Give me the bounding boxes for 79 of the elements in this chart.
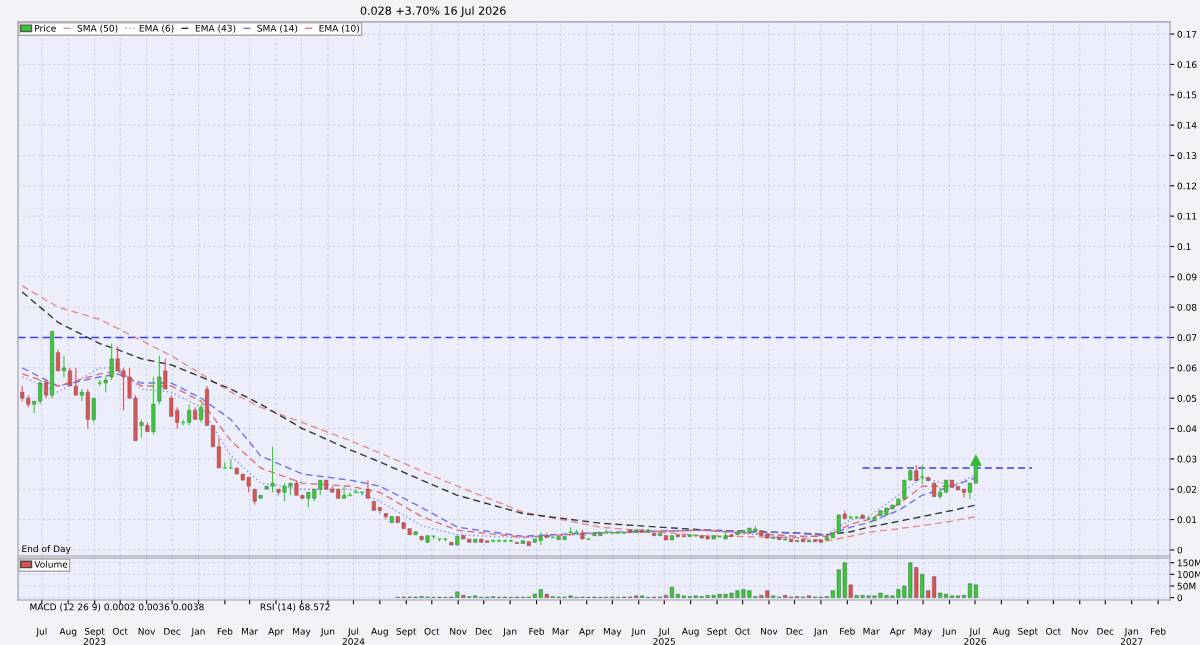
x-tick-label: Aug xyxy=(371,628,388,637)
y-tick-label: 50M xyxy=(1177,582,1196,590)
y-tick-label: 0.16 xyxy=(1177,61,1197,68)
y-tick-label: 0.12 xyxy=(1177,182,1197,190)
y-tick-label: 0.1 xyxy=(1177,243,1191,251)
legend-label: SMA (14) xyxy=(257,24,298,33)
x-tick-label: Sept xyxy=(1018,627,1038,637)
x-tick-label: Oct xyxy=(112,627,128,635)
y-tick-label: 0.09 xyxy=(1177,273,1197,281)
x-tick-label: Apr xyxy=(889,628,906,637)
x-tick-label: Jan xyxy=(502,628,517,637)
x-tick-label: Dec xyxy=(1097,628,1114,635)
x-tick-label: Sept 2023 xyxy=(83,627,106,645)
x-tick-label: Mar xyxy=(241,628,259,635)
x-tick-label: Nov xyxy=(1071,628,1089,635)
x-tick-label: Jun xyxy=(320,628,335,637)
x-tick-label: May xyxy=(603,628,622,637)
candlestick xyxy=(210,424,215,448)
x-tick-label: Sept xyxy=(396,627,417,637)
y-tick-label: 0.11 xyxy=(1177,212,1197,220)
legend-label: EMA (10) xyxy=(319,24,359,33)
y-tick-label: 0.13 xyxy=(1177,152,1197,159)
x-tick-label: Mar xyxy=(552,628,569,635)
x-tick-label: May xyxy=(914,628,933,637)
x-tick-label: May xyxy=(293,628,311,637)
y-tick-label: 0 xyxy=(1177,546,1183,554)
x-tick-label: Jun xyxy=(941,628,956,637)
x-tick-label: Oct xyxy=(1046,627,1061,635)
x-tick-label: Mar xyxy=(863,628,880,635)
y-tick-label: 0.15 xyxy=(1177,91,1197,99)
y-tick-label: 0.17 xyxy=(1177,30,1197,38)
x-tick-label: Aug xyxy=(681,628,699,637)
x-tick-label: Feb xyxy=(217,627,233,635)
x-tick-label: Oct xyxy=(735,627,751,635)
legend-label: Price xyxy=(35,24,56,32)
x-tick-label: Dec xyxy=(475,628,492,635)
x-tick-label: Jul xyxy=(35,627,47,637)
y-tick-label: 0.08 xyxy=(1177,303,1197,311)
x-tick-label: Feb xyxy=(840,627,855,635)
x-tick-label: Feb xyxy=(529,627,545,635)
y-tick-label: 0.14 xyxy=(1177,121,1197,129)
x-tick-label: Jul 2024 xyxy=(342,627,365,645)
chart-title: 0.028 +3.70% 16 Jul 2026 xyxy=(360,6,506,17)
legend-label: EMA (43) xyxy=(195,24,236,33)
candlestick xyxy=(216,437,221,469)
y-tick-label: 0.03 xyxy=(1177,455,1197,463)
x-tick-label: Dec xyxy=(164,628,181,635)
x-tick-label: Nov xyxy=(761,628,778,635)
x-tick-label: Dec xyxy=(786,628,803,635)
x-tick-label: Sept xyxy=(707,627,728,637)
legend-label: Volume xyxy=(34,560,68,568)
y-tick-label: 0.02 xyxy=(1177,485,1197,493)
x-tick-label: Apr xyxy=(579,628,595,637)
y-tick-label: 0.07 xyxy=(1177,334,1197,342)
candlestick xyxy=(365,479,370,499)
x-tick-label: Nov xyxy=(138,628,156,635)
y-tick-label: 0.06 xyxy=(1177,364,1197,372)
candlestick xyxy=(56,349,61,372)
x-tick-label: Jul 2026 xyxy=(964,627,986,645)
x-tick-label: Oct xyxy=(424,627,440,635)
y-tick-label: 0.05 xyxy=(1177,394,1197,402)
text: MACD (12 26 9) 0.0002 0.0036 0.0038 xyxy=(30,603,204,612)
x-tick-label: Aug xyxy=(992,628,1010,637)
x-tick-label: Jun xyxy=(631,628,645,637)
x-tick-label: Jan xyxy=(191,628,205,637)
legend-label: SMA (50) xyxy=(77,24,118,33)
y-tick-label: 0.04 xyxy=(1177,425,1197,433)
y-tick-label: 0.01 xyxy=(1177,516,1197,524)
text: RSI (14) 68.572 xyxy=(260,603,330,612)
x-tick-label: Jan 2027 xyxy=(1120,628,1143,645)
legend-label: EMA (6) xyxy=(139,24,174,33)
x-tick-label: Jul 2025 xyxy=(653,627,675,645)
x-tick-label: Jan xyxy=(813,628,828,637)
x-tick-label: Feb xyxy=(1150,627,1166,635)
x-tick-label: Aug xyxy=(59,628,77,637)
x-tick-label: Apr xyxy=(268,628,284,637)
annotation: End of Day xyxy=(22,545,71,554)
x-tick-label: Nov xyxy=(450,628,467,635)
y-tick-label: 0 xyxy=(1177,594,1183,602)
